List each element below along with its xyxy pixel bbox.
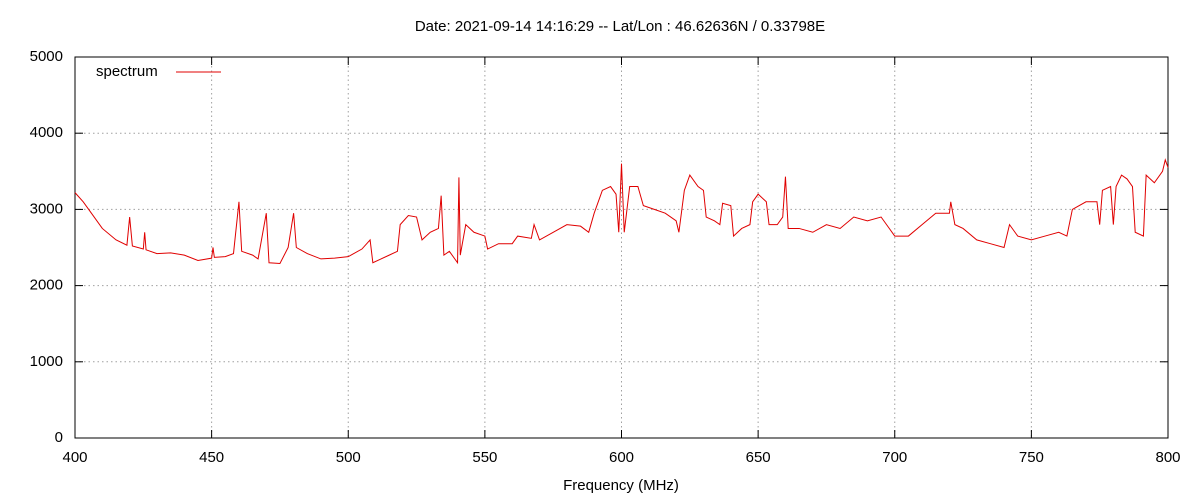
- x-tick-label: 750: [1019, 449, 1044, 466]
- y-tick-label: 4000: [30, 124, 63, 141]
- data-line: [74, 158, 1169, 265]
- y-tick-label: 5000: [30, 48, 63, 65]
- x-tick-label: 400: [62, 449, 87, 466]
- x-tick-label: 650: [746, 449, 771, 466]
- chart-title: Date: 2021-09-14 14:16:29 -- Lat/Lon : 4…: [415, 18, 825, 35]
- x-tick-label: 450: [199, 449, 224, 466]
- plot-frame: [74, 56, 1169, 439]
- y-tick-label: 2000: [30, 277, 63, 294]
- x-tick-label: 550: [472, 449, 497, 466]
- x-axis-label: Frequency (MHz): [563, 477, 679, 494]
- x-tick-label: 800: [1155, 449, 1180, 466]
- x-tick-label: 600: [609, 449, 634, 466]
- x-tick-label: 700: [882, 449, 907, 466]
- y-tick-label: 0: [55, 429, 63, 446]
- x-tick-label: 500: [336, 449, 361, 466]
- legend-label: spectrum: [96, 63, 158, 80]
- y-tick-label: 3000: [30, 200, 63, 217]
- y-tick-label: 1000: [30, 353, 63, 370]
